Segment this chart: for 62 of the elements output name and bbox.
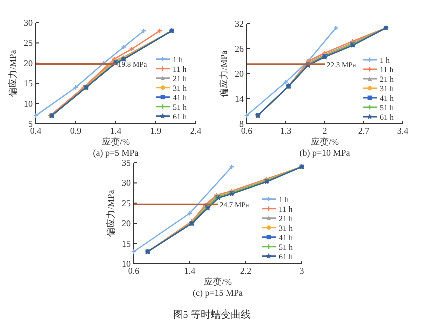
x-tick-label: 0.9: [70, 126, 82, 136]
legend-label: 51 h: [279, 242, 293, 252]
legend-label: 61 h: [173, 112, 187, 122]
y-axis-title: 偏应力/MPa: [8, 50, 18, 97]
x-tick-label: 0.4: [30, 126, 42, 136]
x-tick-label: 3.4: [397, 126, 410, 136]
x-tick-label: 1.4: [184, 266, 196, 276]
legend-label: 1 h: [380, 56, 390, 65]
x-axis-title: 应变/%: [102, 137, 130, 147]
x-tick-label: 2.7: [358, 126, 370, 136]
y-tick-label: 35: [122, 158, 132, 168]
x-tick-label: 2: [322, 126, 328, 136]
y-tick-label: 14: [235, 94, 244, 104]
text: (b) p=10 MPa: [300, 148, 350, 158]
x-tick-label: 2.2: [240, 266, 252, 276]
y-tick-label: 5: [28, 119, 34, 129]
y-tick-label: 10: [24, 98, 34, 109]
text: (a) p=5 MPa: [93, 148, 139, 158]
legend-label: 11 h: [380, 66, 394, 74]
legend-label: 1 h: [173, 55, 183, 64]
y-tick-label: 20: [122, 218, 132, 229]
legend-label: 51 h: [173, 102, 187, 112]
x-tick-label: 3: [300, 266, 305, 276]
legend-label: 1 h: [279, 195, 289, 204]
legend-label: 31 h: [173, 84, 187, 93]
text: (c) p=15 MPa: [192, 288, 244, 298]
y-tick-label: 30: [24, 18, 34, 28]
legend-label: 41 h: [173, 93, 187, 102]
legend-label: 31 h: [279, 224, 293, 233]
y-tick-label: 26: [235, 44, 244, 54]
x-axis-title: 应变/%: [311, 137, 340, 147]
legend-label: 51 h: [380, 104, 394, 112]
y-axis-title: 偏应力/MPa: [219, 50, 229, 98]
legend-label: 11 h: [279, 204, 293, 214]
y-tick-label: 10: [122, 259, 132, 269]
legend-label: 21 h: [279, 214, 293, 224]
legend-label: 11 h: [173, 64, 187, 74]
legend-label: 41 h: [380, 94, 394, 103]
legend-label: 61 h: [380, 113, 394, 122]
x-tick-label: 2.4: [190, 126, 202, 136]
legend-label: 21 h: [173, 74, 187, 84]
legend-label: 41 h: [279, 233, 293, 242]
legend-label: 21 h: [380, 75, 394, 84]
x-tick-label: 1.3: [280, 126, 292, 136]
x-axis-title: 应变/%: [204, 277, 232, 287]
y-tick-label: 30: [122, 178, 132, 188]
y-tick-label: 15: [122, 238, 132, 249]
legend-label: 61 h: [279, 252, 293, 262]
x-tick-label: 0.6: [241, 126, 254, 136]
y-tick-label: 20: [235, 69, 244, 79]
y-tick-label: 20: [24, 58, 34, 68]
x-tick-label: 1.9: [150, 126, 162, 136]
y-tick-label: 8: [240, 119, 244, 129]
y-tick-label: 32: [235, 19, 244, 29]
y-axis-title: 偏应力/MPa: [106, 190, 116, 237]
caption: 图5 等时蠕变曲线: [173, 309, 251, 321]
y-tick-label: 25: [24, 38, 34, 48]
x-tick-label: 1.4: [110, 126, 122, 136]
y-tick-label: 25: [122, 198, 132, 208]
x-tick-label: 0.6: [128, 266, 140, 276]
legend-label: 31 h: [380, 84, 394, 94]
y-tick-label: 15: [24, 78, 34, 89]
